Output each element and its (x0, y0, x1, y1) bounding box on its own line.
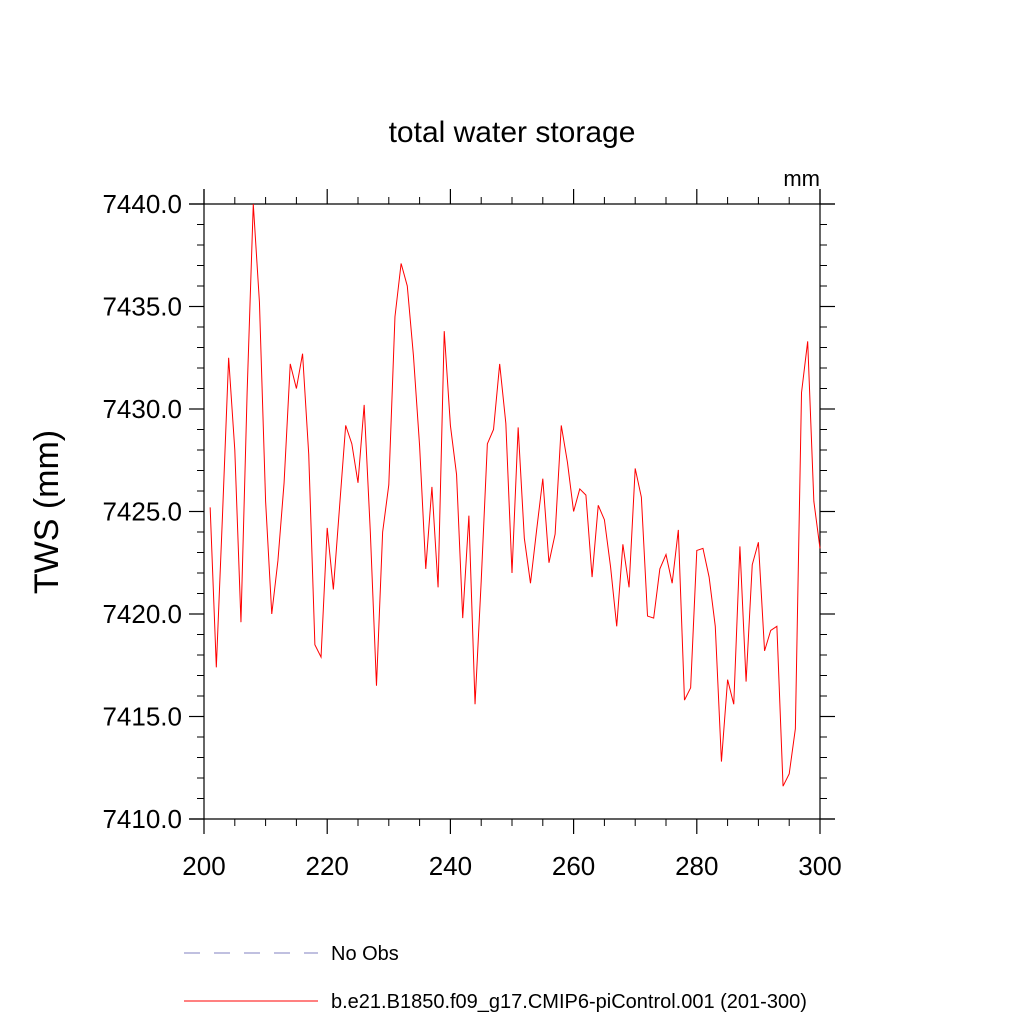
y-tick-label: 7415.0 (102, 702, 182, 732)
legend-label: No Obs (331, 943, 399, 965)
y-tick-label: 7425.0 (102, 497, 182, 527)
y-tick-label: 7435.0 (102, 292, 182, 322)
plot-area (189, 189, 835, 820)
x-tick-label: 280 (675, 851, 718, 881)
x-tick-label: 300 (798, 851, 841, 881)
x-tick-label: 220 (306, 851, 349, 881)
x-tick-label: 260 (552, 851, 595, 881)
axis-ticks (189, 189, 835, 834)
y-tick-label: 7420.0 (102, 599, 182, 629)
y-tick-label: 7410.0 (102, 804, 182, 834)
chart-title: total water storage (389, 116, 636, 149)
x-tick-label: 240 (429, 851, 472, 881)
legend: No Obs b.e21.B1850.f09_g17.CMIP6-piContro… (184, 943, 807, 1013)
legend-label: b.e21.B1850.f09_g17.CMIP6-piControl.001 … (331, 991, 807, 1013)
y-tick-label: 7440.0 (102, 189, 182, 219)
axis-tick-labels: 200 220 240 260 280 300 7410.0 7415.0 7420.0 7425… (102, 189, 841, 881)
series-line (209, 203, 821, 787)
series-layer (209, 203, 821, 787)
y-tick-label: 7430.0 (102, 394, 182, 424)
y-axis-label: TWS (mm) (28, 430, 66, 594)
units-label: mm (783, 166, 820, 191)
x-tick-label: 200 (182, 851, 225, 881)
